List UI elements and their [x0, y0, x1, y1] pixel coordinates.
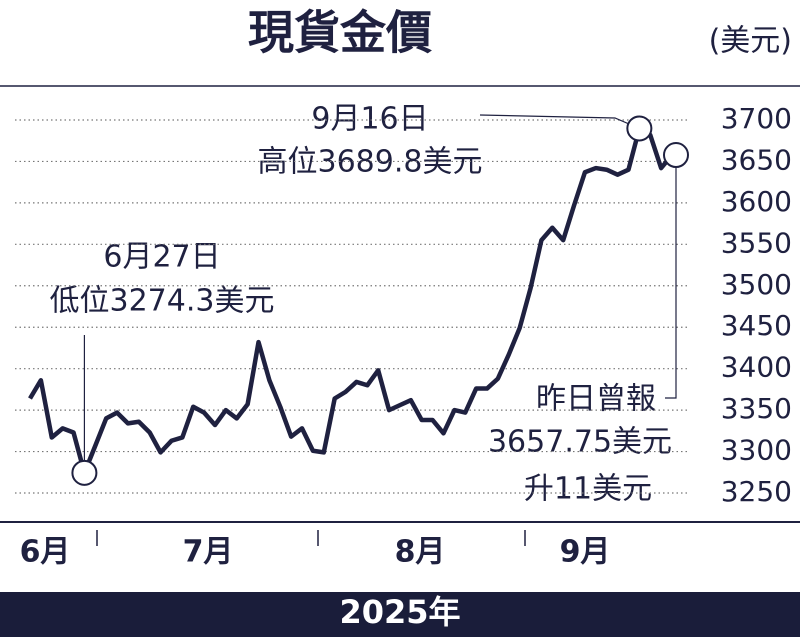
y-tick-label: 3600 [721, 185, 792, 218]
month-label: 9月 [560, 535, 611, 570]
year-bar [0, 592, 800, 637]
y-tick-label: 3700 [721, 102, 792, 135]
y-tick-label: 3250 [721, 475, 792, 508]
leader-line [665, 155, 677, 399]
year-label: 2025年 [339, 593, 460, 631]
annotation: 9月16日 [311, 102, 428, 137]
highlight-point [626, 115, 653, 142]
annotation: 6月27日 [103, 240, 220, 275]
annotation: 低位3274.3美元 [50, 284, 275, 319]
annotation: 升11美元 [524, 472, 652, 507]
y-tick-label: 3550 [721, 226, 792, 259]
annotation: 3657.75美元 [488, 425, 672, 460]
leader-line [479, 114, 640, 130]
highlight-point [71, 459, 98, 486]
annotation: 高位3689.8美元 [258, 145, 483, 180]
month-label: 7月 [183, 535, 234, 570]
y-tick-label: 3400 [721, 351, 792, 384]
unit-label: (美元) [709, 24, 792, 59]
month-label: 6月 [20, 535, 71, 570]
price-line [28, 126, 674, 476]
y-tick-label: 3500 [721, 268, 792, 301]
highlight-point [663, 142, 689, 169]
annotation: 昨日曾報 [536, 382, 656, 417]
y-tick-label: 3350 [721, 392, 792, 425]
chart-title: 現貨金價 [248, 6, 432, 60]
y-tick-label: 3450 [721, 309, 792, 342]
y-tick-label: 3650 [721, 143, 792, 176]
y-tick-label: 3300 [721, 434, 792, 467]
month-label: 8月 [395, 535, 446, 570]
